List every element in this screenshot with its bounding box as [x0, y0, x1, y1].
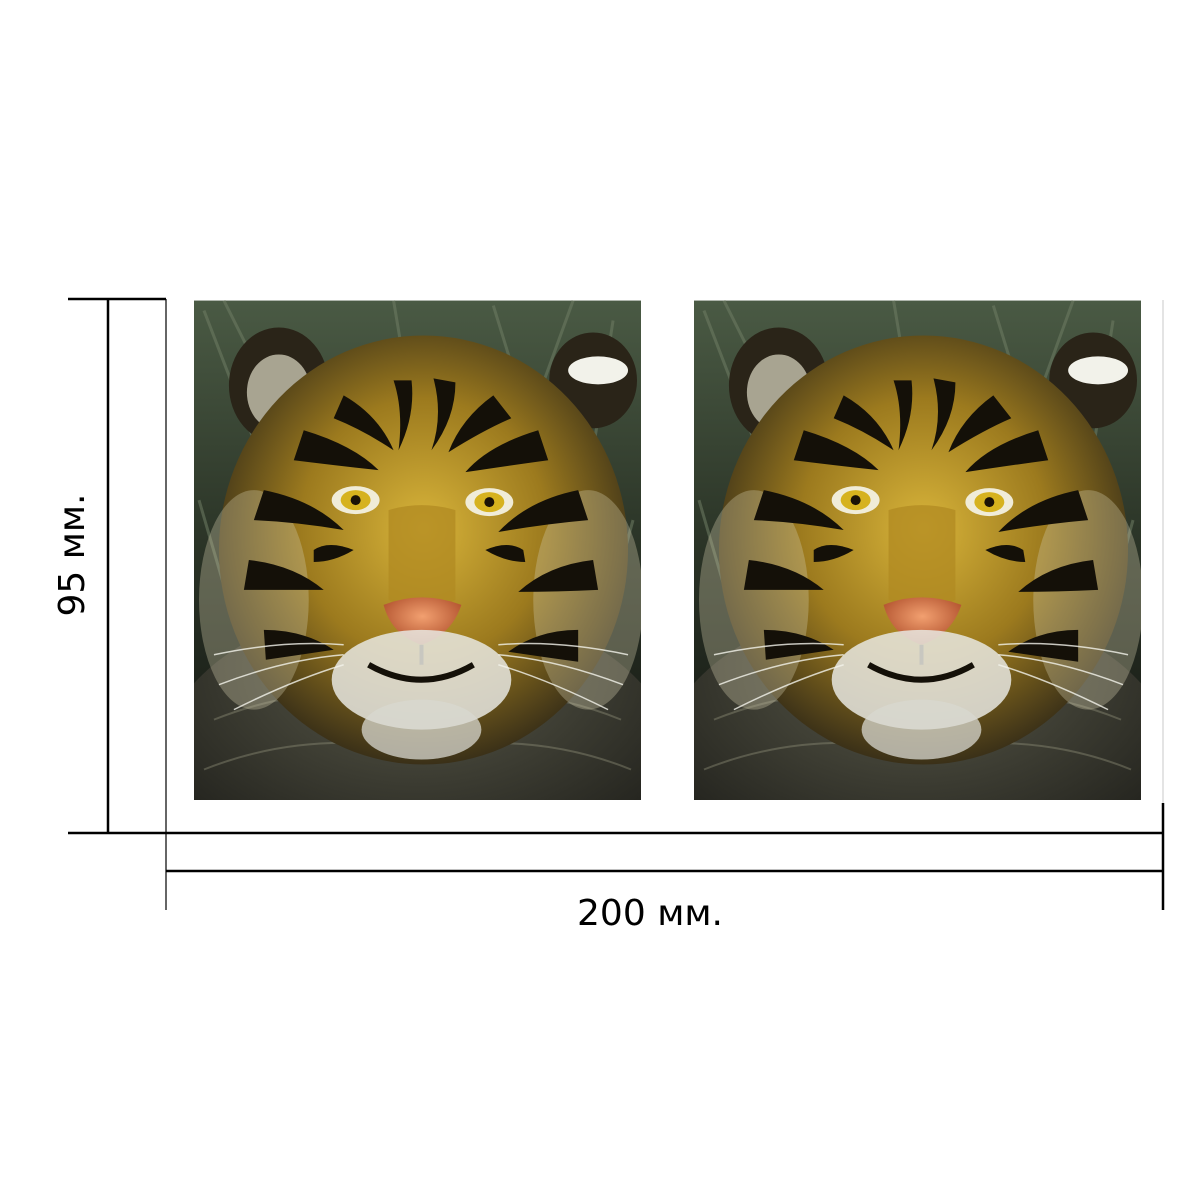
height-label: 95 мм. [52, 493, 93, 616]
tiger-panel-right [658, 301, 1177, 940]
tiger-panel-left [158, 301, 677, 940]
height-dimension [68, 297, 166, 835]
width-dimension [166, 803, 1165, 910]
width-label: 200 мм. [577, 893, 723, 934]
